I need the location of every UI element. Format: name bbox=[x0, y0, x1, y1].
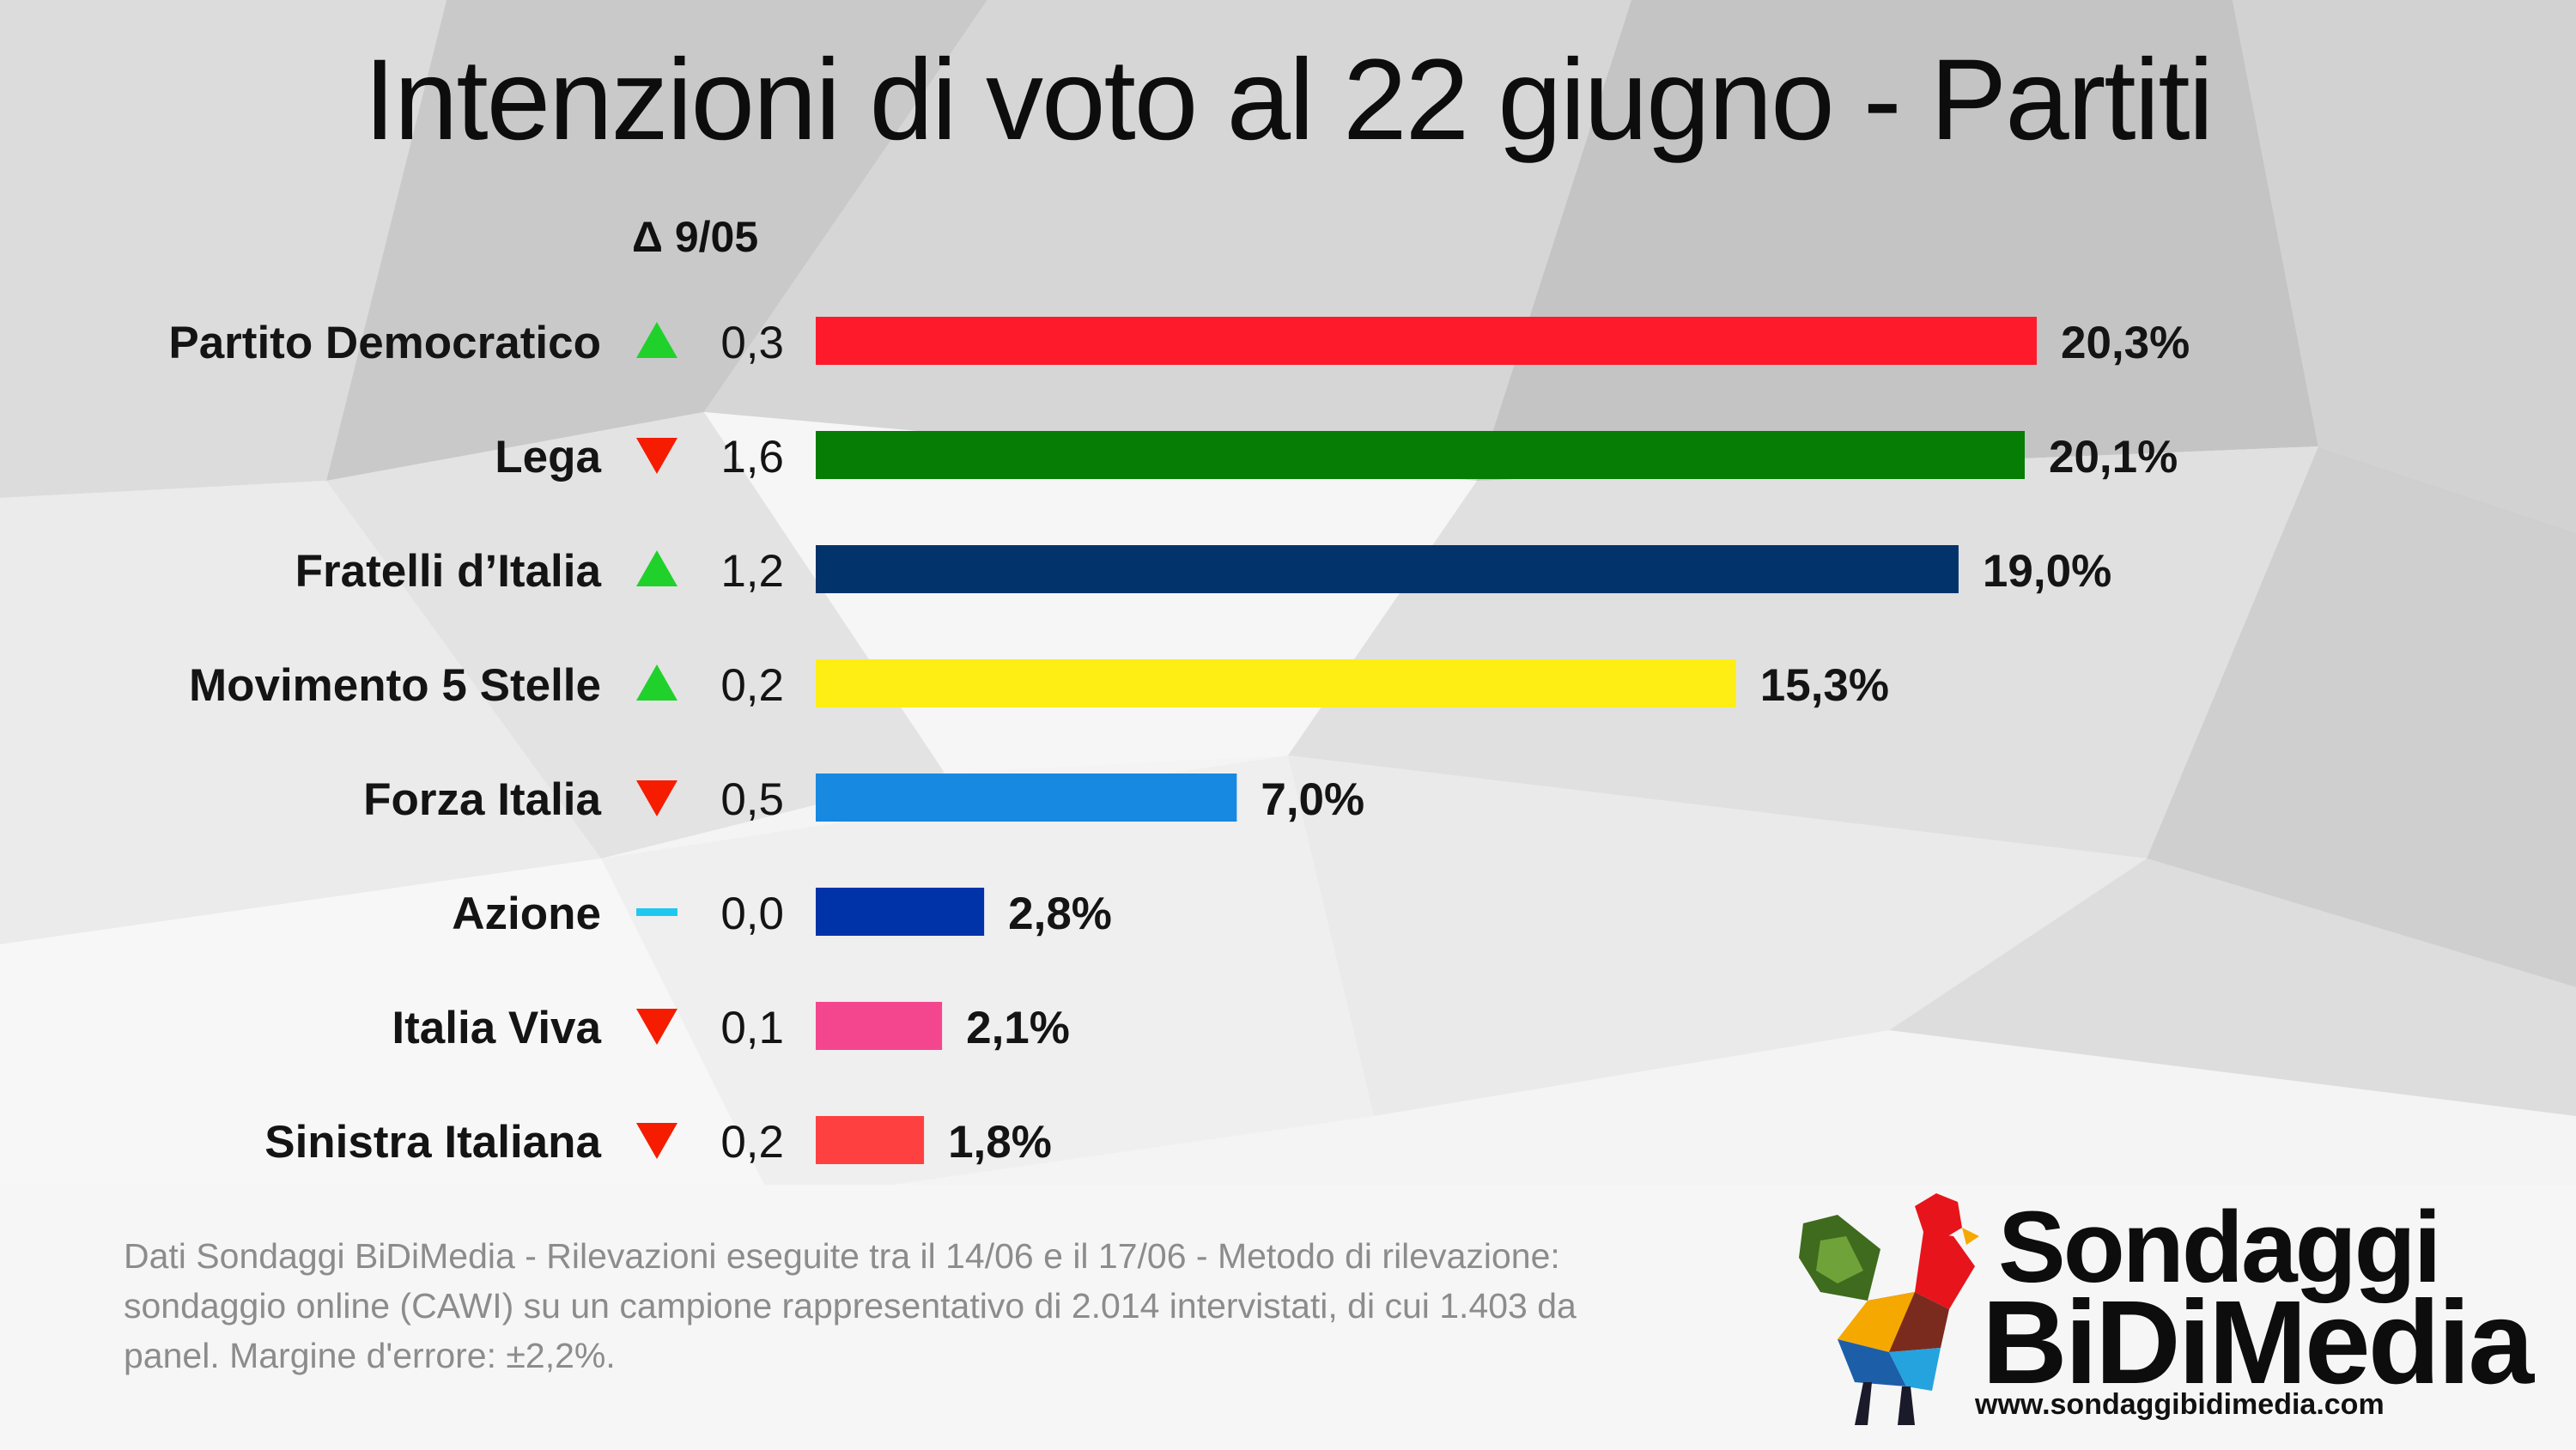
rooster-icon bbox=[1799, 1193, 1979, 1425]
bar bbox=[816, 659, 1736, 707]
value-label: 20,1% bbox=[2049, 432, 2178, 482]
value-label: 2,1% bbox=[966, 1003, 1070, 1053]
category-label: Sinistra Italiana bbox=[264, 1117, 601, 1168]
value-label: 19,0% bbox=[1983, 546, 2111, 597]
delta-value: 0,0 bbox=[720, 889, 784, 939]
delta-value: 0,2 bbox=[720, 660, 784, 711]
delta-value: 0,1 bbox=[720, 1003, 784, 1053]
delta-up-icon bbox=[636, 322, 677, 358]
bar bbox=[816, 545, 1959, 593]
bar bbox=[816, 317, 2037, 365]
delta-down-icon bbox=[636, 438, 677, 474]
bar bbox=[816, 431, 2025, 479]
chart-title: Intenzioni di voto al 22 giugno - Partit… bbox=[363, 36, 2215, 164]
delta-up-icon bbox=[636, 664, 677, 701]
category-label: Partito Democratico bbox=[168, 318, 601, 368]
bar bbox=[816, 774, 1237, 822]
delta-down-icon bbox=[636, 780, 677, 816]
logo-line-bidimedia: BiDiMedia bbox=[1982, 1277, 2534, 1409]
category-label: Italia Viva bbox=[392, 1003, 601, 1053]
value-label: 20,3% bbox=[2061, 318, 2190, 368]
methodology-footnote: Dati Sondaggi BiDiMedia - Rilevazioni es… bbox=[124, 1236, 1577, 1375]
delta-value: 1,2 bbox=[720, 546, 784, 597]
logo-line-sondaggi: Sondaggi bbox=[1998, 1191, 2442, 1304]
delta-value: 0,5 bbox=[720, 774, 784, 825]
value-label: 15,3% bbox=[1760, 660, 1889, 711]
category-label: Forza Italia bbox=[363, 774, 601, 825]
delta-value: 1,6 bbox=[720, 432, 784, 482]
bar bbox=[816, 888, 985, 936]
logo-url-link[interactable]: www.sondaggibidimedia.com bbox=[1975, 1388, 2385, 1421]
delta-column-header: Δ 9/05 bbox=[632, 213, 759, 261]
value-label: 2,8% bbox=[1008, 889, 1112, 939]
brand-logo[interactable]: Sondaggi BiDiMedia www.sondaggibidimedia… bbox=[1786, 1189, 2559, 1429]
value-label: 7,0% bbox=[1261, 774, 1364, 825]
category-label: Movimento 5 Stelle bbox=[189, 660, 601, 711]
category-label: Lega bbox=[495, 432, 601, 482]
bar bbox=[816, 1116, 925, 1164]
delta-down-icon bbox=[636, 1009, 677, 1045]
delta-down-icon bbox=[636, 1123, 677, 1159]
delta-value: 0,2 bbox=[720, 1117, 784, 1168]
delta-flat-icon bbox=[636, 908, 677, 916]
delta-value: 0,3 bbox=[720, 318, 784, 368]
category-label: Fratelli d’Italia bbox=[295, 546, 602, 597]
delta-up-icon bbox=[636, 550, 677, 586]
category-label: Azione bbox=[452, 889, 601, 939]
bar bbox=[816, 1002, 943, 1050]
value-label: 1,8% bbox=[948, 1117, 1052, 1168]
